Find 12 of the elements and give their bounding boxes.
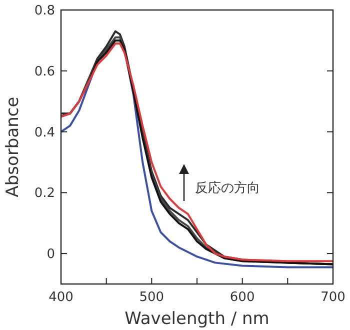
y-axis-title: Absorbance [3,96,23,198]
y-tick-label: 0.2 [34,186,55,202]
x-tick-label: 500 [139,290,164,305]
x-tick-label: 600 [230,290,255,305]
y-tick-label: 0.4 [34,125,55,140]
x-tick-label: 700 [320,290,346,305]
annotation: 反応の方向 [195,180,260,196]
y-tick-label: 0.8 [34,4,55,18]
x-tick-label: 400 [48,290,74,305]
x-axis-title: Wavelength / nm [124,309,270,329]
y-tick-label: 0 [46,247,55,262]
y-tick-label: 0.6 [34,64,55,80]
